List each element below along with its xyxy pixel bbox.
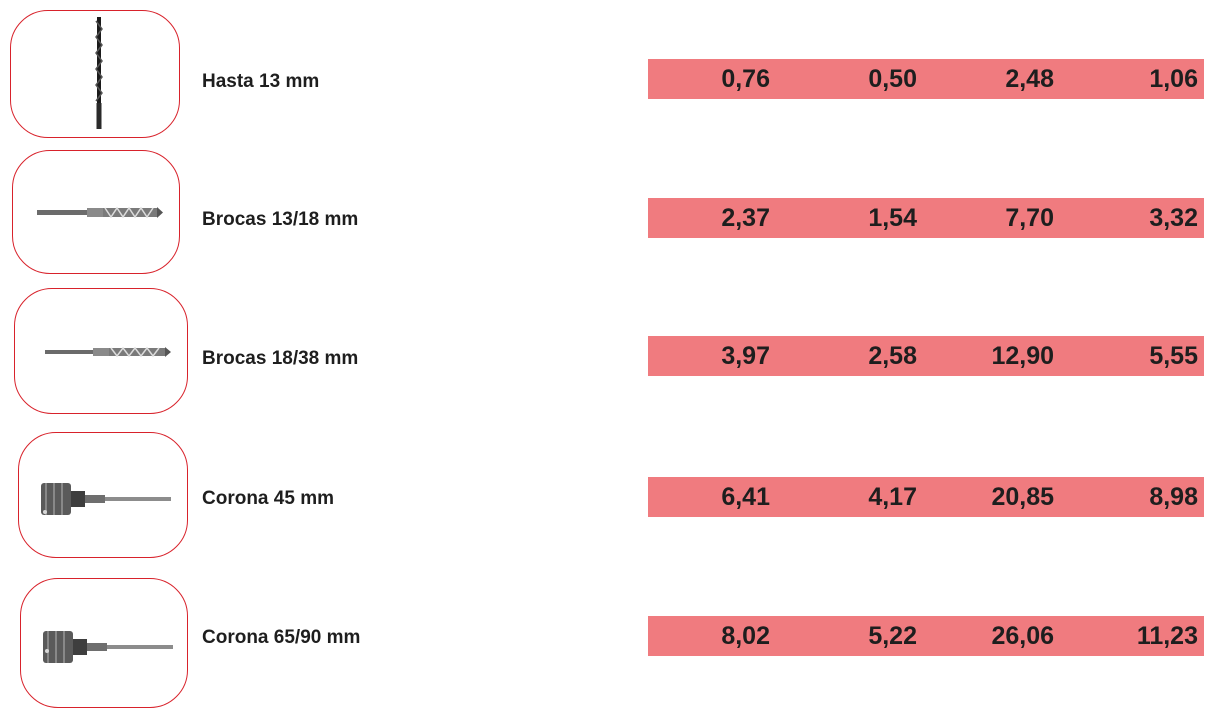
price-value: 5,22 — [868, 622, 917, 650]
price-value: 5,55 — [1149, 342, 1198, 370]
core-drill-bit-icon — [43, 631, 173, 663]
price-bar: 6,41 4,17 20,85 8,98 — [648, 477, 1204, 517]
price-value: 8,98 — [1149, 483, 1198, 511]
price-value: 1,06 — [1149, 65, 1198, 93]
row-label: Corona 65/90 mm — [202, 627, 361, 648]
price-value: 0,76 — [721, 65, 770, 93]
price-value: 2,48 — [1005, 65, 1054, 93]
row-label: Brocas 13/18 mm — [202, 209, 359, 230]
product-thumbnail — [10, 10, 180, 138]
row-label: Corona 45 mm — [202, 488, 334, 509]
price-value: 12,90 — [991, 342, 1054, 370]
price-bar: 0,76 0,50 2,48 1,06 — [648, 59, 1204, 99]
price-value: 3,97 — [721, 342, 770, 370]
product-thumbnail — [18, 432, 188, 558]
twist-drill-bit-icon — [95, 17, 103, 129]
price-value: 6,41 — [721, 483, 770, 511]
product-thumbnail — [20, 578, 188, 708]
price-value: 8,02 — [721, 622, 770, 650]
row-label: Brocas 18/38 mm — [202, 348, 359, 369]
price-bar: 2,37 1,54 7,70 3,32 — [648, 198, 1204, 238]
price-value: 7,70 — [1005, 204, 1054, 232]
price-value: 0,50 — [868, 65, 917, 93]
product-thumbnail — [14, 288, 188, 414]
masonry-drill-bit-icon — [37, 206, 163, 219]
price-value: 20,85 — [991, 483, 1054, 511]
price-bar: 3,97 2,58 12,90 5,55 — [648, 336, 1204, 376]
masonry-drill-bit-icon — [45, 346, 171, 358]
price-bar: 8,02 5,22 26,06 11,23 — [648, 616, 1204, 656]
price-value: 26,06 — [991, 622, 1054, 650]
price-value: 4,17 — [868, 483, 917, 511]
price-value: 1,54 — [868, 204, 917, 232]
price-value: 2,58 — [868, 342, 917, 370]
product-thumbnail — [12, 150, 180, 274]
price-value: 3,32 — [1149, 204, 1198, 232]
price-value: 2,37 — [721, 204, 770, 232]
price-value: 11,23 — [1136, 622, 1198, 650]
row-label: Hasta 13 mm — [202, 71, 320, 92]
core-drill-bit-icon — [41, 483, 171, 515]
